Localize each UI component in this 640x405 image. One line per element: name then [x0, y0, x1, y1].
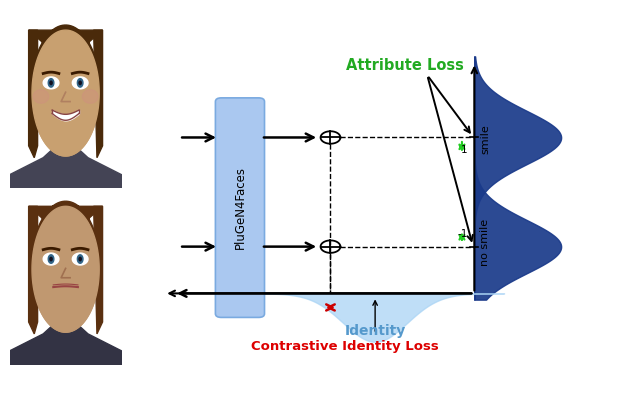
Polygon shape	[48, 79, 54, 87]
Text: Identity: Identity	[344, 324, 406, 338]
Polygon shape	[77, 255, 83, 263]
Polygon shape	[48, 255, 54, 263]
Polygon shape	[10, 147, 122, 188]
Polygon shape	[33, 90, 49, 103]
Polygon shape	[72, 77, 88, 89]
Text: smile: smile	[480, 124, 490, 154]
Polygon shape	[29, 201, 102, 269]
Polygon shape	[50, 257, 52, 261]
Polygon shape	[32, 206, 99, 332]
Polygon shape	[93, 30, 102, 158]
Text: PluGeN4Faces: PluGeN4Faces	[234, 166, 246, 249]
Polygon shape	[32, 30, 99, 156]
Polygon shape	[44, 253, 59, 265]
Polygon shape	[29, 25, 102, 93]
Polygon shape	[79, 257, 81, 261]
Polygon shape	[83, 90, 98, 103]
Text: -1: -1	[458, 229, 468, 239]
Polygon shape	[93, 206, 102, 334]
Polygon shape	[32, 30, 99, 156]
Text: 1: 1	[461, 145, 468, 155]
Text: no smile: no smile	[480, 218, 490, 266]
Polygon shape	[10, 324, 122, 364]
Polygon shape	[29, 30, 38, 158]
Polygon shape	[79, 81, 81, 85]
Polygon shape	[32, 206, 99, 332]
Polygon shape	[77, 79, 83, 87]
Polygon shape	[29, 206, 38, 334]
Text: Attribute Loss: Attribute Loss	[346, 58, 464, 73]
Polygon shape	[72, 253, 88, 265]
Polygon shape	[44, 77, 59, 89]
Polygon shape	[50, 81, 52, 85]
Polygon shape	[52, 151, 79, 188]
Text: Contrastive Identity Loss: Contrastive Identity Loss	[252, 340, 439, 353]
Polygon shape	[52, 327, 79, 364]
FancyBboxPatch shape	[216, 98, 264, 318]
